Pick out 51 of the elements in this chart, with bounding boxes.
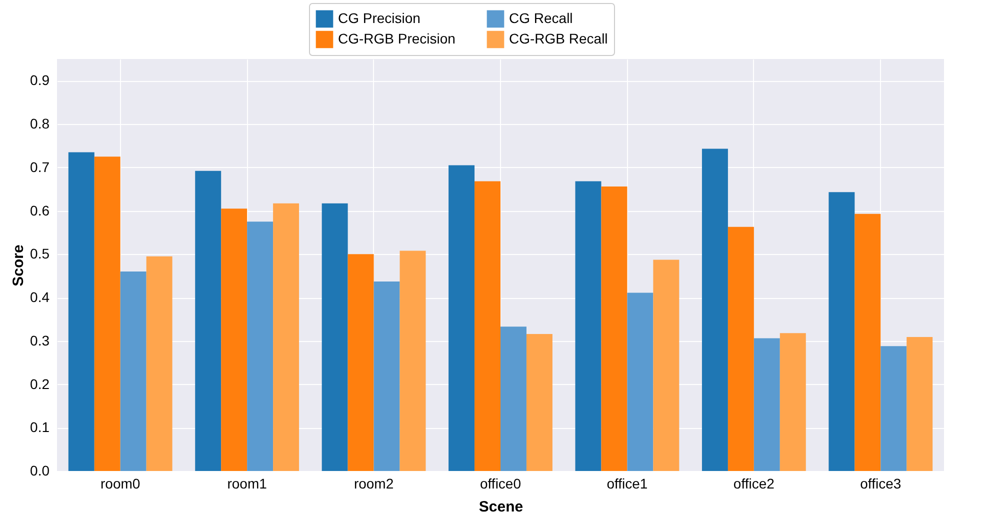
- x-tick-label: room0: [100, 476, 140, 492]
- bar: [854, 214, 881, 471]
- bar: [348, 254, 374, 471]
- bar: [780, 333, 806, 471]
- bar: [880, 346, 907, 471]
- y-tick-label: 0.6: [30, 202, 50, 218]
- x-tick-label: room2: [354, 476, 394, 492]
- y-tick-label: 0.7: [30, 158, 50, 175]
- bar: [322, 203, 348, 471]
- bar: [400, 250, 426, 471]
- bar: [526, 334, 552, 471]
- x-tick-label: office2: [733, 476, 775, 492]
- bar: [906, 336, 933, 471]
- y-tick-label: 0.4: [30, 289, 50, 306]
- bar: [653, 260, 680, 471]
- y-tick-label: 0.5: [30, 246, 50, 262]
- x-tick-label: room1: [227, 476, 268, 492]
- y-tick-label: 0.0: [30, 462, 50, 478]
- bar: [273, 203, 300, 471]
- bar: [374, 281, 400, 471]
- bar: [575, 181, 602, 471]
- bar: [754, 338, 780, 471]
- bar: [146, 256, 172, 471]
- bar: [728, 226, 754, 471]
- bar: [247, 222, 274, 471]
- legend-label: CG-RGB Recall: [509, 30, 608, 46]
- legend-label: CG Precision: [338, 10, 420, 26]
- y-tick-label: 0.8: [30, 116, 50, 132]
- bar: [601, 186, 628, 471]
- bar: [474, 181, 500, 471]
- y-tick-label: 0.2: [30, 376, 50, 392]
- y-tick-label: 0.3: [30, 332, 50, 348]
- bar: [68, 152, 94, 471]
- x-axis-title: Scene: [478, 498, 524, 516]
- bar: [627, 292, 654, 471]
- legend-label: CG Recall: [509, 10, 573, 26]
- bar: [195, 170, 222, 471]
- bar: [221, 208, 248, 471]
- x-tick-label: office0: [480, 476, 522, 492]
- y-axis-title: Score: [10, 244, 28, 286]
- y-tick-label: 0.9: [30, 72, 50, 88]
- bar: [702, 148, 728, 471]
- bar: [500, 326, 526, 471]
- legend-label: CG-RGB Precision: [338, 30, 456, 46]
- bar: [120, 272, 146, 471]
- x-tick-label: office1: [606, 476, 648, 492]
- bar: [448, 165, 475, 471]
- x-tick-label: office3: [860, 476, 902, 492]
- bar: [828, 192, 855, 471]
- y-tick-label: 0.1: [30, 419, 50, 436]
- bar: [94, 156, 120, 471]
